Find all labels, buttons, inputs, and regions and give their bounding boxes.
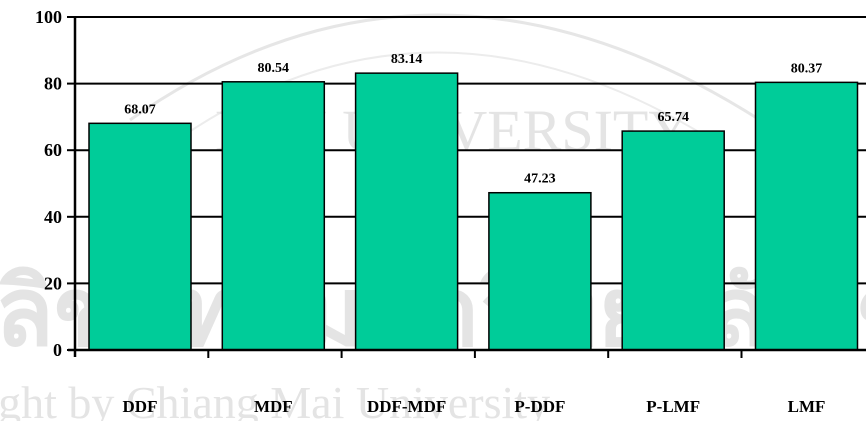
x-tick-label: LMF — [788, 397, 826, 416]
bar — [354, 72, 459, 351]
y-tick-label: 60 — [44, 140, 62, 160]
y-tick-label: 20 — [44, 273, 62, 293]
bar — [754, 81, 859, 351]
x-tick-label: MDF — [254, 397, 293, 416]
labels: 68.07 80.54 83.14 47.23 65.74 80.37 0 20 40 60 80 1… — [35, 7, 825, 416]
bar — [488, 191, 592, 351]
x-tick-label: DDF — [123, 397, 158, 416]
data-label: 80.54 — [258, 61, 290, 76]
y-tick-label: 0 — [53, 340, 62, 360]
watermark-seal-arc — [129, 13, 761, 122]
y-tick-label: 100 — [35, 7, 62, 27]
watermark-footer-text: right by Chiang Mai University — [0, 377, 550, 421]
axes — [67, 16, 866, 358]
bar — [621, 130, 725, 351]
gridlines — [75, 16, 866, 285]
data-label: 47.23 — [524, 172, 556, 187]
x-tick-label: DDF-MDF — [367, 397, 446, 416]
y-tick-label: 80 — [44, 74, 62, 94]
data-label: 65.74 — [657, 110, 689, 125]
x-tick-label: P-LMF — [646, 397, 700, 416]
bars — [88, 72, 859, 351]
data-label: 80.37 — [791, 61, 823, 76]
y-tick-label: 40 — [44, 207, 62, 227]
bar — [221, 81, 326, 351]
x-tick-label: P-DDF — [514, 397, 565, 416]
data-label: 68.07 — [124, 102, 156, 117]
data-label: 83.14 — [391, 52, 423, 67]
bar — [88, 122, 192, 351]
